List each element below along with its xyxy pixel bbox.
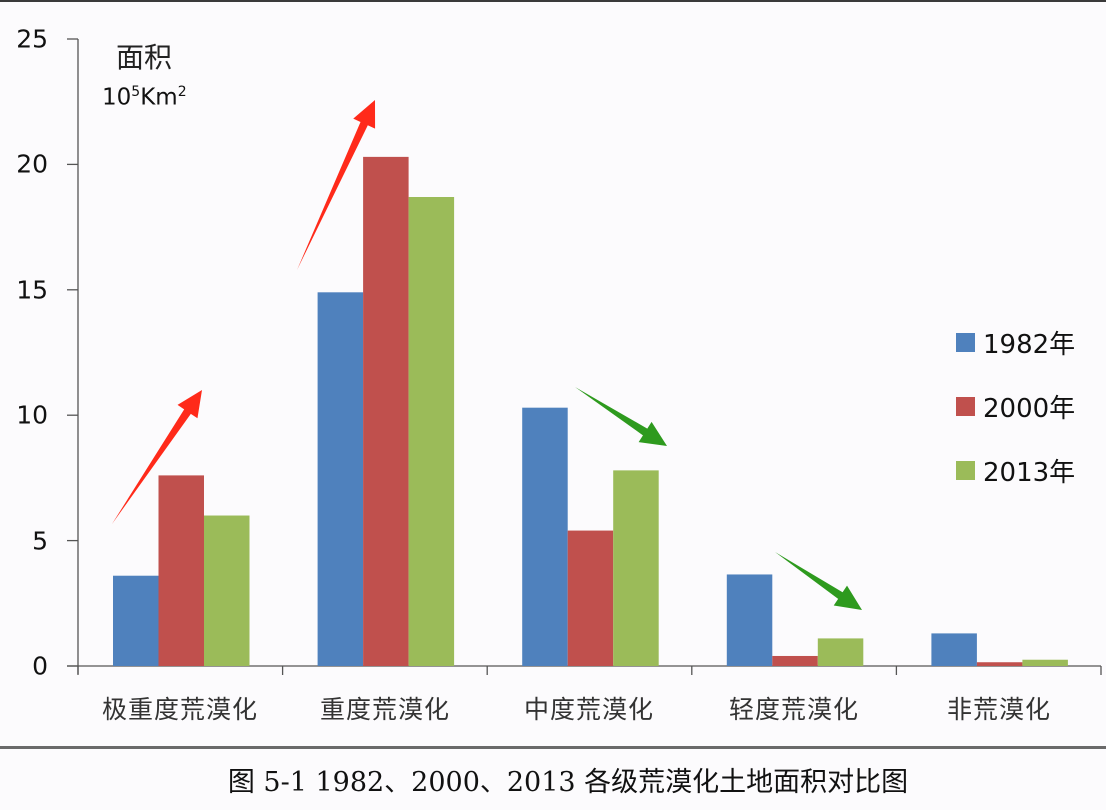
bar-2013-0 xyxy=(204,515,250,666)
y-tick-label: 25 xyxy=(16,24,48,54)
unit-km: Km xyxy=(140,84,178,111)
legend-item-2013: 2013年 xyxy=(956,438,1075,502)
legend-item-1982: 1982年 xyxy=(956,310,1075,374)
legend: 1982年 2000年 2013年 xyxy=(956,310,1075,502)
y-tick-label: 10 xyxy=(16,400,48,430)
y-axis-title: 面积 xyxy=(116,41,173,74)
bar-2000-3 xyxy=(772,655,818,666)
legend-swatch-1982 xyxy=(956,332,975,352)
bar-1982-3 xyxy=(726,574,773,666)
legend-item-2000: 2000年 xyxy=(956,374,1075,438)
chart-canvas xyxy=(67,38,1102,675)
unit-exponent: 5 xyxy=(131,84,141,100)
bar-2013-2 xyxy=(613,470,659,666)
bar-1982-1 xyxy=(317,292,364,666)
category-label-extreme: 极重度荒漠化 xyxy=(101,695,258,724)
bar-2000-0 xyxy=(158,475,204,666)
bar-chart: 0 5 10 15 20 25 面积 105Km2 极重度荒漠化 重度荒漠化 中度荒漠化 … xyxy=(16,24,1102,724)
legend-swatch-2013 xyxy=(956,460,975,480)
figure-caption: 图 5-1 1982、2000、2013 各级荒漠化土地面积对比图 xyxy=(227,767,909,798)
unit-exponent-2: 2 xyxy=(177,84,187,100)
category-label-none: 非荒漠化 xyxy=(946,695,1051,724)
up-trend-arrow-icon xyxy=(112,390,202,524)
up-trend-arrow-icon xyxy=(297,100,376,270)
legend-label-2000: 2000年 xyxy=(983,393,1076,424)
bar-1982-2 xyxy=(522,407,568,666)
bar-1982-4 xyxy=(931,633,977,666)
down-trend-arrow-icon xyxy=(575,387,667,446)
y-tick-label: 15 xyxy=(16,275,48,305)
y-axis-unit: 105Km2 xyxy=(102,84,187,111)
category-label-moderate: 中度荒漠化 xyxy=(523,695,654,724)
category-label-severe: 重度荒漠化 xyxy=(319,695,450,724)
category-label-light: 轻度荒漠化 xyxy=(728,695,859,724)
bar-2000-2 xyxy=(567,530,614,666)
bar-1982-0 xyxy=(113,575,159,666)
unit-base: 10 xyxy=(102,84,132,111)
bar-2000-1 xyxy=(363,156,409,666)
caption-divider xyxy=(0,746,1106,749)
bar-2013-4 xyxy=(1022,659,1068,666)
bar-2000-4 xyxy=(976,662,1023,666)
legend-label-2013: 2013年 xyxy=(983,457,1076,488)
down-trend-arrow-icon xyxy=(775,552,862,610)
y-tick-label: 20 xyxy=(16,149,48,179)
legend-label-1982: 1982年 xyxy=(983,329,1076,360)
y-tick-label: 5 xyxy=(32,526,48,556)
y-tick-label: 0 xyxy=(32,651,48,681)
top-border xyxy=(0,0,1106,2)
bar-2013-3 xyxy=(817,638,864,666)
legend-swatch-2000 xyxy=(956,396,975,416)
bar-2013-1 xyxy=(408,197,455,666)
